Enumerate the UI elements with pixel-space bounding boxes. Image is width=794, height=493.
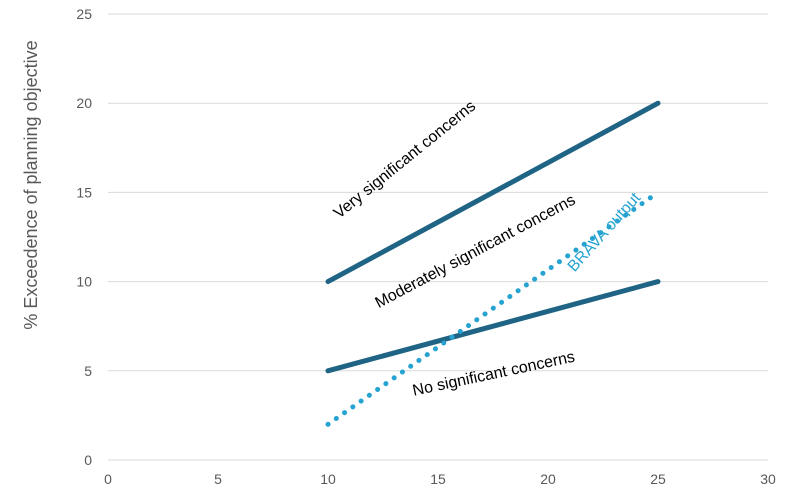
y-tick-label-10: 10 (76, 274, 92, 290)
y-tick-label-15: 15 (76, 184, 92, 200)
x-tick-label-20: 20 (540, 471, 556, 487)
y-tick-label-25: 25 (76, 6, 92, 22)
x-tick-label-10: 10 (320, 471, 336, 487)
x-tick-label-15: 15 (430, 471, 446, 487)
series-line-1 (325, 100, 661, 285)
annotation-4: No significant concerns (411, 349, 576, 400)
x-tick-label-25: 25 (650, 471, 666, 487)
x-tick-label-0: 0 (104, 471, 112, 487)
y-tick-label-0: 0 (84, 452, 92, 468)
annotation-2: Moderately significant concerns (372, 192, 578, 312)
series-lines (325, 100, 661, 427)
x-tick-label-5: 5 (214, 471, 222, 487)
gridlines (108, 13, 768, 461)
y-tick-label-20: 20 (76, 95, 92, 111)
x-axis-ticks: 0 5 10 15 20 25 30 (104, 471, 776, 487)
series-line-2 (325, 279, 661, 374)
y-tick-label-5: 5 (84, 363, 92, 379)
series-line-3 (325, 189, 661, 427)
x-tick-label-30: 30 (760, 471, 776, 487)
annotation-3: BRAVA output (565, 189, 645, 275)
y-axis-ticks: 0 5 10 15 20 25 (76, 6, 92, 468)
annotation-1: Very significant concerns (331, 98, 479, 223)
y-axis-label: % Exceedence of planning objective (21, 40, 41, 329)
